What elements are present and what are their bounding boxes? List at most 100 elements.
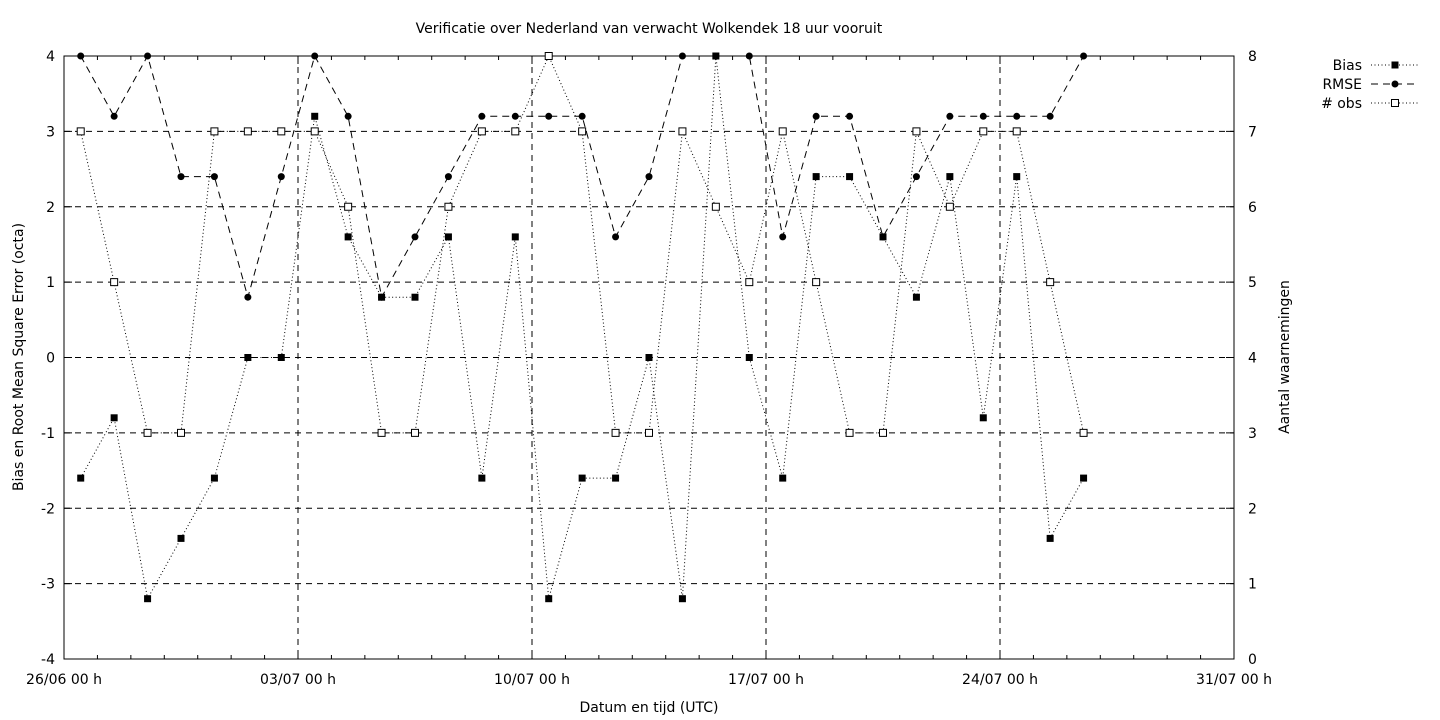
point-obs [76, 127, 85, 136]
point-bias [411, 293, 419, 301]
point-obs [1046, 278, 1055, 287]
axis-ticks [63, 55, 1235, 660]
legend-entry-bias: Bias [1333, 58, 1419, 74]
point-rmse [144, 52, 152, 60]
series-obs [76, 52, 1088, 437]
point-obs [1079, 428, 1088, 437]
y-tick-label: -2 [41, 501, 55, 517]
point-bias [578, 474, 586, 482]
point-rmse [779, 233, 787, 241]
point-rmse [177, 173, 185, 181]
point-bias [745, 354, 753, 361]
point-bias [177, 534, 185, 542]
point-obs [578, 127, 587, 136]
x-axis-tick-labels: 26/06 00 h 03/07 00 h 10/07 00 h 17/07 00 h… [26, 672, 1272, 688]
y2-tick-label: 2 [1248, 501, 1257, 517]
point-bias [612, 474, 620, 482]
point-obs [210, 127, 219, 136]
point-obs [611, 428, 620, 437]
series-line-obs [80, 54, 1085, 434]
point-rmse [311, 52, 319, 60]
point-rmse [578, 112, 586, 120]
point-obs [979, 127, 988, 136]
point-bias [846, 173, 854, 181]
point-obs [544, 52, 553, 60]
y-tick-label: -1 [41, 426, 55, 442]
y-axis-label: Bias en Root Mean Square Error (octa) [11, 223, 27, 491]
point-obs [845, 428, 854, 437]
y2-tick-label: 1 [1248, 577, 1257, 593]
y2-tick-label: 5 [1248, 275, 1257, 291]
y-tick-label: -3 [41, 577, 55, 593]
point-obs [812, 278, 821, 287]
point-rmse [1046, 112, 1054, 120]
point-obs [645, 428, 653, 437]
point-bias [144, 595, 152, 603]
point-bias [478, 474, 486, 482]
point-rmse [411, 233, 419, 241]
point-bias [1080, 474, 1088, 482]
x-tick-label: 10/07 00 h [494, 672, 570, 688]
point-obs [110, 278, 119, 287]
point-obs [678, 127, 687, 136]
point-bias [1013, 173, 1021, 181]
x-tick-label: 03/07 00 h [260, 672, 336, 688]
point-obs [444, 202, 453, 211]
point-rmse [812, 112, 820, 120]
point-rmse [210, 173, 218, 181]
series-line-bias [80, 55, 1085, 601]
y2-tick-label: 6 [1248, 200, 1257, 216]
point-obs [879, 428, 887, 437]
legend-marker-rmse [1391, 80, 1399, 88]
x-axis-label: Datum en tijd (UTC) [579, 700, 718, 716]
point-bias [912, 293, 920, 301]
x-tick-label: 31/07 00 h [1196, 672, 1272, 688]
point-obs [912, 127, 921, 136]
point-bias [946, 173, 954, 181]
point-obs [344, 202, 353, 211]
y-tick-label: 3 [46, 124, 55, 140]
legend-label-obs: # obs [1321, 96, 1362, 112]
series-line-rmse [80, 54, 1085, 300]
legend-entry-rmse: RMSE [1322, 77, 1419, 93]
y-tick-label: 4 [46, 49, 55, 65]
point-rmse [478, 112, 486, 120]
y2-tick-label: 3 [1248, 426, 1257, 442]
y-tick-label: -4 [41, 652, 55, 668]
point-bias [979, 414, 987, 422]
point-rmse [511, 112, 519, 120]
point-rmse [77, 52, 85, 60]
point-rmse [277, 173, 285, 181]
point-rmse [444, 173, 452, 181]
x-tick-label: 24/07 00 h [962, 672, 1038, 688]
point-obs [778, 127, 787, 136]
point-rmse [1013, 112, 1021, 120]
legend: Bias RMSE # obs [1321, 58, 1419, 112]
point-obs [143, 428, 152, 437]
y-axis-tick-labels: -4 -3 -2 -1 0 1 2 3 4 [41, 49, 55, 668]
point-bias [244, 354, 252, 361]
point-rmse [612, 233, 620, 241]
y-tick-label: 2 [46, 200, 55, 216]
y-tick-label: 0 [46, 351, 55, 367]
point-obs [411, 428, 419, 437]
point-rmse [745, 52, 753, 60]
point-rmse [678, 52, 686, 60]
point-rmse [545, 112, 553, 120]
point-bias [678, 595, 686, 603]
point-bias [77, 474, 85, 482]
y2-tick-label: 4 [1248, 351, 1257, 367]
point-bias [645, 354, 653, 361]
point-obs [745, 278, 754, 287]
legend-marker-obs [1391, 99, 1399, 107]
point-rmse [912, 173, 920, 181]
point-bias [511, 233, 519, 241]
point-rmse [378, 293, 386, 301]
point-bias [277, 354, 285, 361]
point-obs [310, 127, 319, 136]
point-obs [177, 428, 185, 437]
point-bias [545, 595, 553, 603]
point-rmse [244, 293, 252, 301]
legend-label-rmse: RMSE [1322, 77, 1362, 93]
